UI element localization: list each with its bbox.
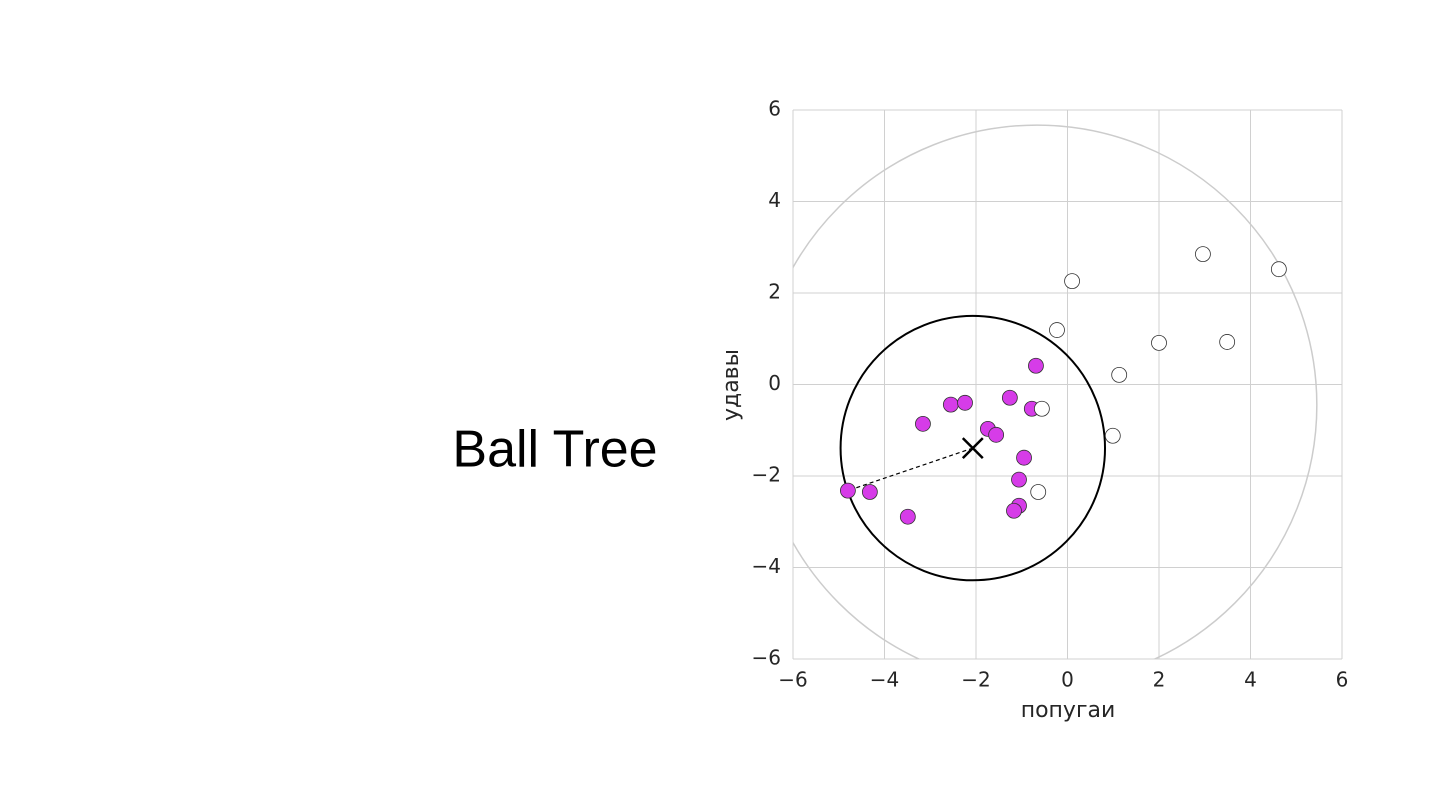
x-tick-label: 0 — [1061, 668, 1074, 692]
point — [861, 484, 878, 500]
y-tick-label: −6 — [752, 646, 781, 670]
point — [957, 394, 973, 411]
point — [1270, 261, 1287, 278]
y-tick-label: −2 — [752, 463, 781, 487]
point — [1011, 471, 1027, 488]
point — [1195, 246, 1211, 263]
point — [1001, 389, 1018, 406]
point — [1049, 322, 1065, 338]
point — [1030, 484, 1047, 500]
y-tick-label: 2 — [768, 280, 781, 304]
radius-line — [847, 447, 973, 492]
y-tick-label: 6 — [768, 97, 781, 121]
ball — [839, 314, 1107, 582]
x-tick-label: −2 — [961, 668, 990, 692]
point — [1028, 357, 1044, 374]
y-tick-label: 0 — [768, 371, 781, 395]
x-axis-label: попугаи — [1021, 698, 1116, 723]
point — [1064, 273, 1080, 290]
point — [1006, 502, 1022, 519]
ball — [793, 124, 1318, 659]
y-tick-label: −4 — [752, 554, 781, 578]
y-tick-label: 4 — [768, 188, 781, 212]
center-marker — [961, 437, 984, 459]
slide-title: Ball Tree — [452, 421, 657, 479]
x-tick-label: −6 — [778, 668, 807, 692]
point — [1033, 400, 1050, 417]
point — [942, 396, 959, 413]
x-tick-label: 6 — [1336, 668, 1349, 692]
plot-area — [793, 124, 1318, 659]
point — [1104, 427, 1121, 444]
point — [1016, 449, 1032, 466]
point — [1219, 334, 1236, 350]
x-tick-label: 4 — [1244, 668, 1257, 692]
point — [915, 415, 931, 432]
y-axis-label: удавы — [719, 349, 744, 421]
x-tick-label: 2 — [1153, 668, 1166, 692]
point — [840, 482, 856, 499]
point — [899, 508, 916, 525]
point — [1111, 366, 1128, 383]
x-tick-label: −4 — [870, 668, 899, 692]
point — [988, 426, 1005, 443]
point — [1151, 334, 1167, 351]
